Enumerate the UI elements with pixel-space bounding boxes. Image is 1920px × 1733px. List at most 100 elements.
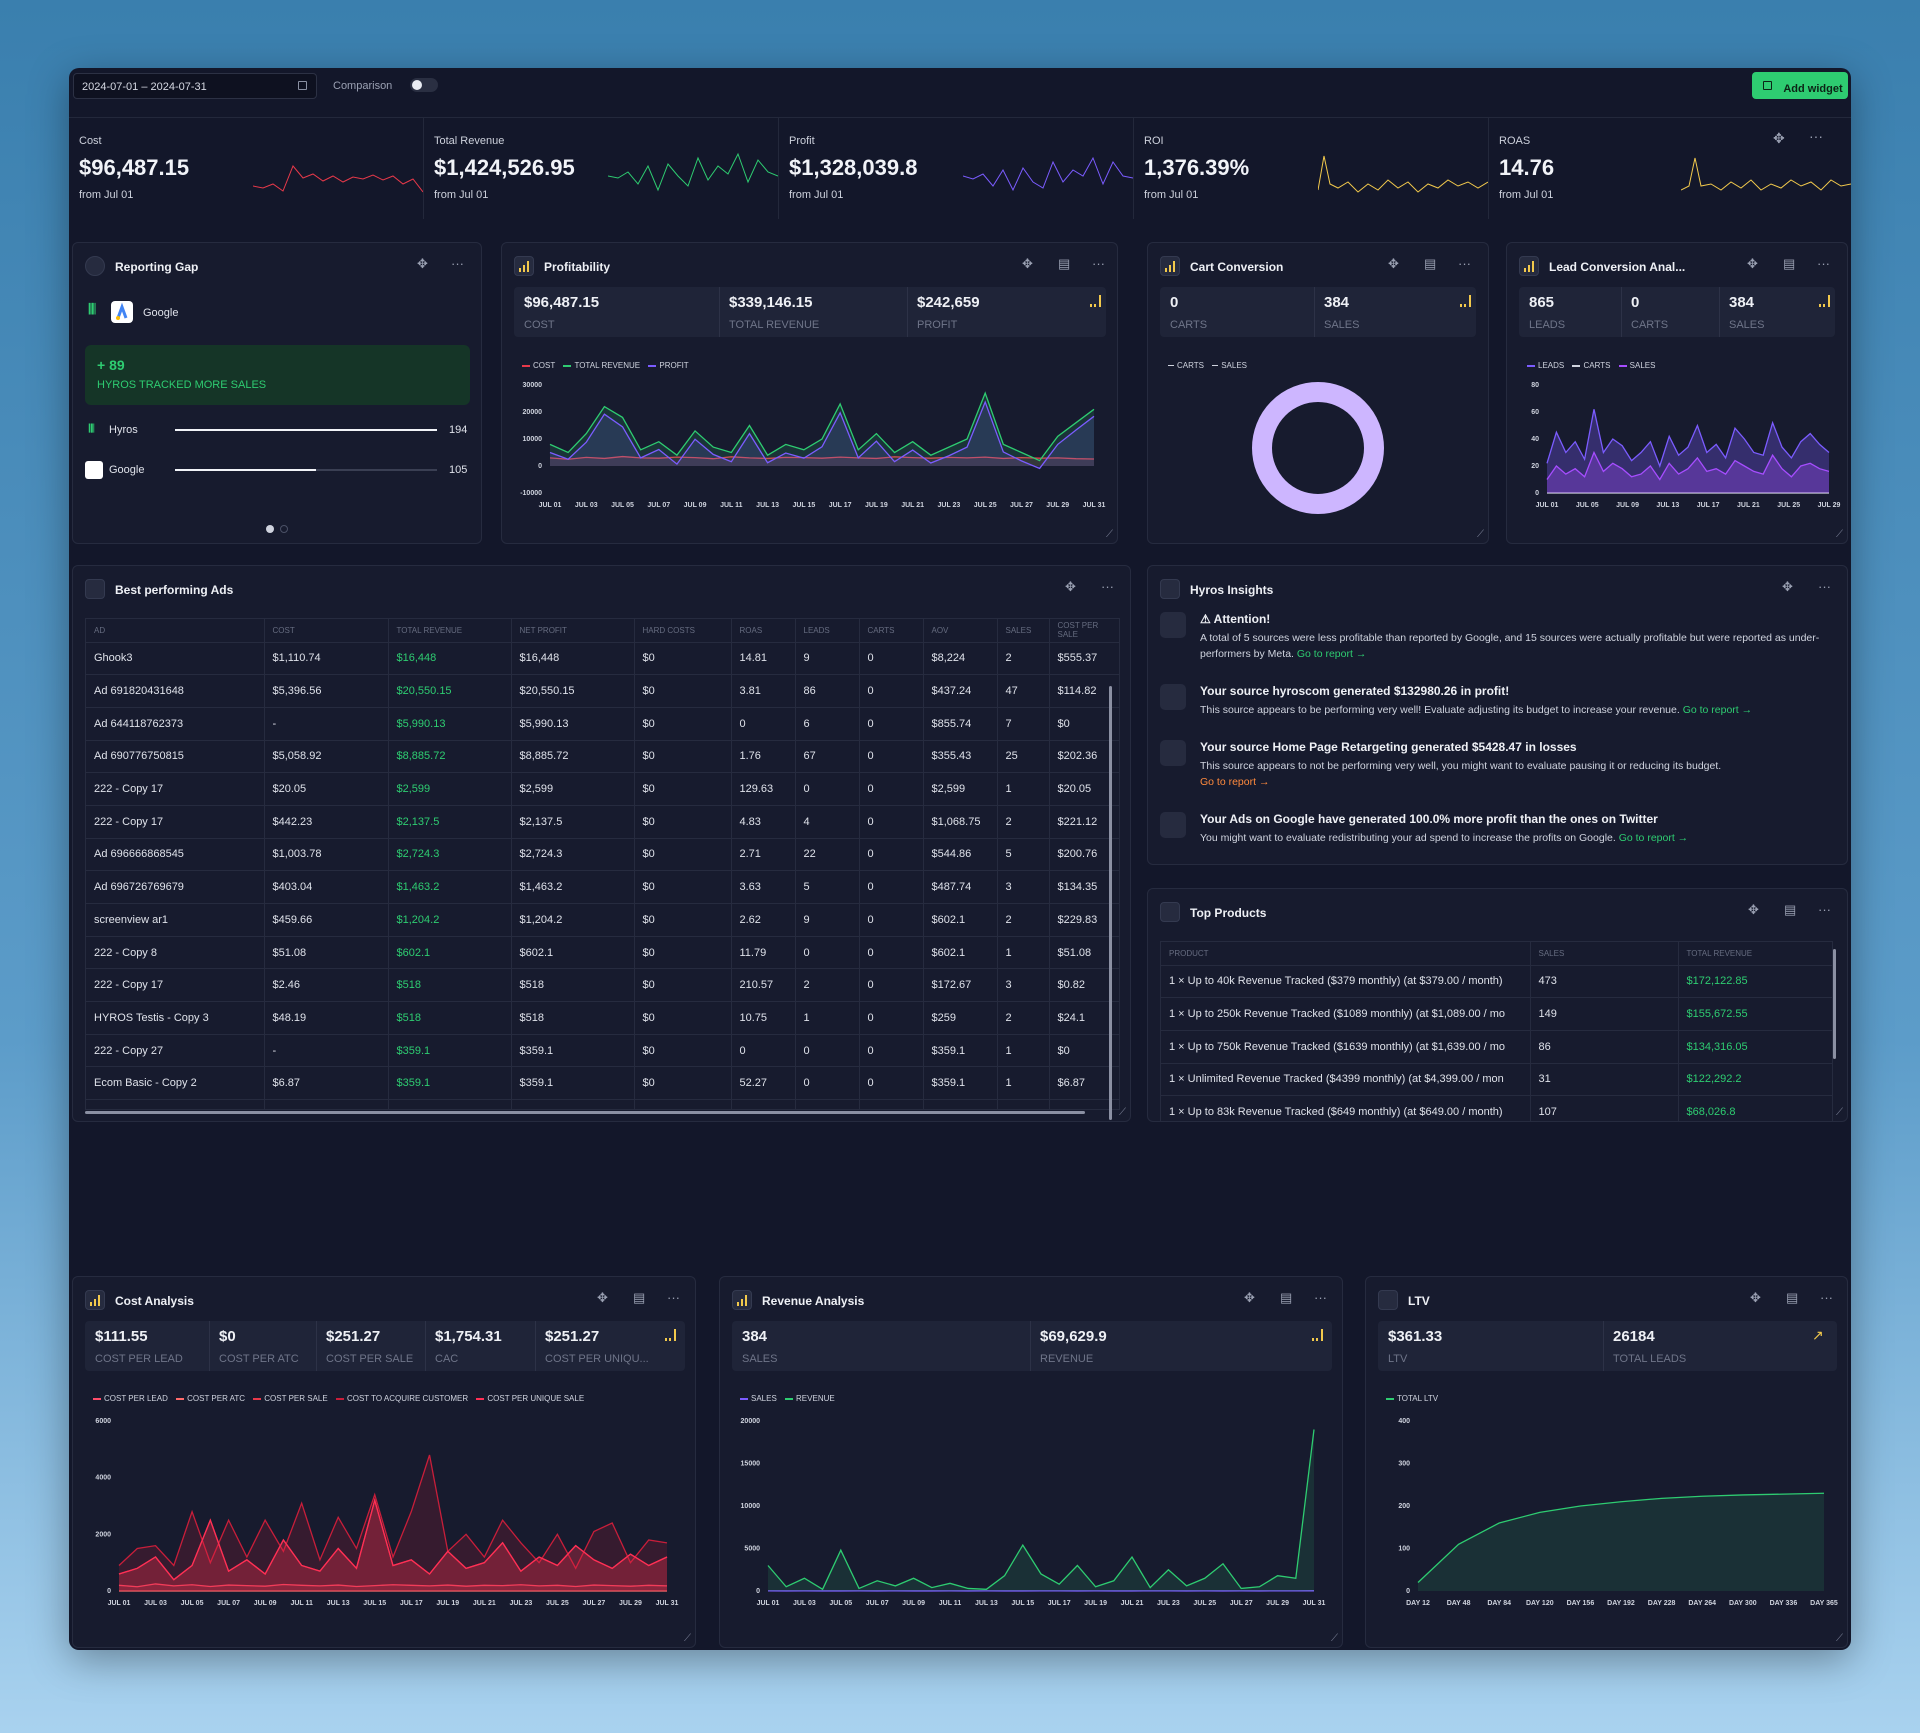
- resize-handle-icon[interactable]: ⟋: [1836, 529, 1843, 540]
- drag-handle-icon[interactable]: ✥: [1748, 902, 1759, 917]
- table-row[interactable]: 222 - Copy 17$1,017.78$1,382.1$1,382.1$0…: [86, 1099, 1119, 1109]
- column-header[interactable]: PRODUCT: [1161, 942, 1531, 965]
- more-menu-icon[interactable]: ···: [1818, 902, 1831, 917]
- drag-handle-icon[interactable]: ✥: [1388, 256, 1399, 271]
- notes-icon[interactable]: ▤: [1058, 256, 1071, 271]
- more-menu-icon[interactable]: ···: [667, 1290, 680, 1305]
- drag-handle-icon[interactable]: ✥: [1773, 130, 1785, 146]
- table-row[interactable]: 1 × Up to 40k Revenue Tracked ($379 mont…: [1161, 964, 1832, 998]
- go-to-report-link[interactable]: Go to report →: [1200, 776, 1270, 788]
- column-header[interactable]: ROAS: [731, 619, 796, 642]
- table-cell: 222 - Copy 27: [86, 1033, 265, 1067]
- column-header[interactable]: LEADS: [795, 619, 860, 642]
- table-row[interactable]: 1 × Up to 83k Revenue Tracked ($649 mont…: [1161, 1095, 1832, 1121]
- resize-handle-icon[interactable]: ⟋: [1836, 1107, 1843, 1118]
- notes-icon[interactable]: ▤: [1784, 902, 1797, 917]
- column-header[interactable]: COST PER SALE: [1049, 619, 1119, 642]
- column-header[interactable]: HARD COSTS: [634, 619, 732, 642]
- line-chart-icon[interactable]: ↗: [1812, 1327, 1824, 1343]
- table-cell: $855.74: [923, 706, 998, 741]
- add-widget-button[interactable]: Add widget: [1752, 72, 1848, 99]
- table-row[interactable]: 1 × Up to 750k Revenue Tracked ($1639 mo…: [1161, 1029, 1832, 1064]
- table-row[interactable]: Ad 690776750815 $5,058.92 $8,885.72 $8,885.…: [86, 739, 1119, 773]
- table-row[interactable]: Ad 691820431648 $5,396.56 $20,550.15 $20,55…: [86, 674, 1119, 708]
- table-row[interactable]: 222 - Copy 27- $359.1 $359.1 $0 0 0 0 $359.1 1 $0: [86, 1033, 1119, 1067]
- column-header[interactable]: AOV: [923, 619, 998, 642]
- drag-handle-icon[interactable]: ✥: [1065, 579, 1076, 594]
- notes-icon[interactable]: ▤: [1783, 256, 1796, 271]
- carousel-dot[interactable]: [280, 525, 288, 533]
- column-header[interactable]: TOTAL REVENUE: [1678, 942, 1832, 965]
- chart-type-icon[interactable]: [665, 1329, 677, 1341]
- resize-handle-icon[interactable]: ⟋: [1836, 1633, 1843, 1644]
- chart-type-icon[interactable]: [1090, 295, 1102, 307]
- more-menu-icon[interactable]: ···: [1101, 579, 1114, 594]
- comparison-toggle[interactable]: [410, 78, 438, 92]
- column-header[interactable]: NET PROFIT: [511, 619, 635, 642]
- table-row[interactable]: Ecom Basic - Copy 2 $6.87 $359.1 $359.1 $0 52…: [86, 1066, 1119, 1100]
- resize-handle-icon[interactable]: ⟋: [1331, 1633, 1338, 1644]
- stat-value: $242,659: [917, 294, 980, 311]
- drag-handle-icon[interactable]: ✥: [1750, 1290, 1761, 1305]
- drag-handle-icon[interactable]: ✥: [1747, 256, 1758, 271]
- more-menu-icon[interactable]: ···: [1314, 1290, 1327, 1305]
- notes-icon[interactable]: ▤: [1424, 256, 1437, 271]
- column-header[interactable]: CARTS: [859, 619, 924, 642]
- column-header[interactable]: AD: [86, 619, 265, 642]
- table-row[interactable]: 222 - Copy 17 $20.05 $2,599 $2,599 $0 129.63 0…: [86, 772, 1119, 806]
- more-menu-icon[interactable]: ···: [1809, 128, 1823, 144]
- go-to-report-link[interactable]: Go to report →: [1618, 832, 1689, 844]
- table-row[interactable]: 222 - Copy 8 $51.08 $602.1 $602.1 $0 11.79 0 0 $…: [86, 935, 1119, 969]
- table-row[interactable]: 222 - Copy 17 $442.23 $2,137.5 $2,137.5 $0 4.…: [86, 804, 1119, 839]
- more-menu-icon[interactable]: ···: [1818, 579, 1831, 594]
- carousel-dot-active[interactable]: [266, 525, 274, 533]
- resize-handle-icon[interactable]: ⟋: [684, 1633, 691, 1644]
- column-header[interactable]: SALES: [997, 619, 1050, 642]
- horizontal-scrollbar[interactable]: [85, 1111, 1085, 1114]
- drag-handle-icon[interactable]: ✥: [597, 1290, 608, 1305]
- table-row[interactable]: Ad 696726769679 $403.04 $1,463.2 $1,463.2 $0…: [86, 870, 1119, 904]
- chart-type-icon[interactable]: [1460, 295, 1472, 307]
- stat-value: $361.33: [1388, 1328, 1443, 1345]
- drag-handle-icon[interactable]: ✥: [1022, 256, 1033, 271]
- more-menu-icon[interactable]: ···: [1820, 1290, 1833, 1305]
- table-cell: 9: [795, 903, 860, 937]
- column-header[interactable]: TOTAL REVENUE: [388, 619, 512, 642]
- table-row[interactable]: 1 × Unlimited Revenue Tracked ($4399 mon…: [1161, 1062, 1832, 1096]
- legend-item: CARTS: [1168, 361, 1204, 370]
- more-menu-icon[interactable]: ···: [1092, 256, 1105, 271]
- resize-handle-icon[interactable]: ⟋: [1477, 529, 1484, 540]
- resize-handle-icon[interactable]: ⟋: [1106, 529, 1113, 540]
- chart-type-icon[interactable]: [1819, 295, 1831, 307]
- vertical-scrollbar[interactable]: [1109, 686, 1112, 1120]
- notes-icon[interactable]: ▤: [1280, 1290, 1293, 1305]
- table-row[interactable]: Ghook3 $1,110.74 $16,448 $16,448 $0 14.81 9 0 $8…: [86, 641, 1119, 675]
- table-row[interactable]: 222 - Copy 17 $2.46 $518 $518 $0 210.57 2 0 $172…: [86, 968, 1119, 1002]
- notes-icon[interactable]: ▤: [1786, 1290, 1799, 1305]
- table-cell: $1,204.2: [511, 903, 635, 937]
- table-row[interactable]: Ad 644118762373- $5,990.13 $5,990.13 $0 0 6 0 $…: [86, 706, 1119, 741]
- more-menu-icon[interactable]: ···: [451, 256, 464, 271]
- chart-type-icon[interactable]: [1312, 1329, 1324, 1341]
- date-range-picker[interactable]: 2024-07-01 – 2024-07-31: [73, 73, 317, 99]
- column-header[interactable]: COST: [264, 619, 389, 642]
- table-cell: $5,990.13: [511, 706, 635, 741]
- go-to-report-link[interactable]: Go to report →: [1682, 704, 1753, 716]
- more-menu-icon[interactable]: ···: [1817, 256, 1830, 271]
- drag-handle-icon[interactable]: ✥: [1244, 1290, 1255, 1305]
- table-row[interactable]: 1 × Up to 250k Revenue Tracked ($1089 mo…: [1161, 997, 1832, 1031]
- table-row[interactable]: Ad 696666868545 $1,003.78 $2,724.3 $2,724.3…: [86, 837, 1119, 871]
- table-row[interactable]: screenview ar1 $459.66 $1,204.2 $1,204.2 $0 2…: [86, 903, 1119, 937]
- notes-icon[interactable]: ▤: [633, 1290, 646, 1305]
- resize-handle-icon[interactable]: ⟋: [1119, 1107, 1126, 1118]
- more-menu-icon[interactable]: ···: [1458, 256, 1471, 271]
- x-tick-label: JUL 17: [400, 1600, 423, 1607]
- vertical-scrollbar[interactable]: [1833, 949, 1836, 1059]
- drag-handle-icon[interactable]: ✥: [1782, 579, 1793, 594]
- table-cell: $0: [634, 706, 732, 741]
- table-row[interactable]: HYROS Testis - Copy 3 $48.19 $518 $518 $0 10.…: [86, 1001, 1119, 1035]
- column-header[interactable]: SALES: [1530, 942, 1679, 965]
- drag-handle-icon[interactable]: ✥: [417, 256, 428, 271]
- go-to-report-link[interactable]: Go to report →: [1296, 648, 1367, 660]
- table-cell: $48.19: [264, 1001, 389, 1035]
